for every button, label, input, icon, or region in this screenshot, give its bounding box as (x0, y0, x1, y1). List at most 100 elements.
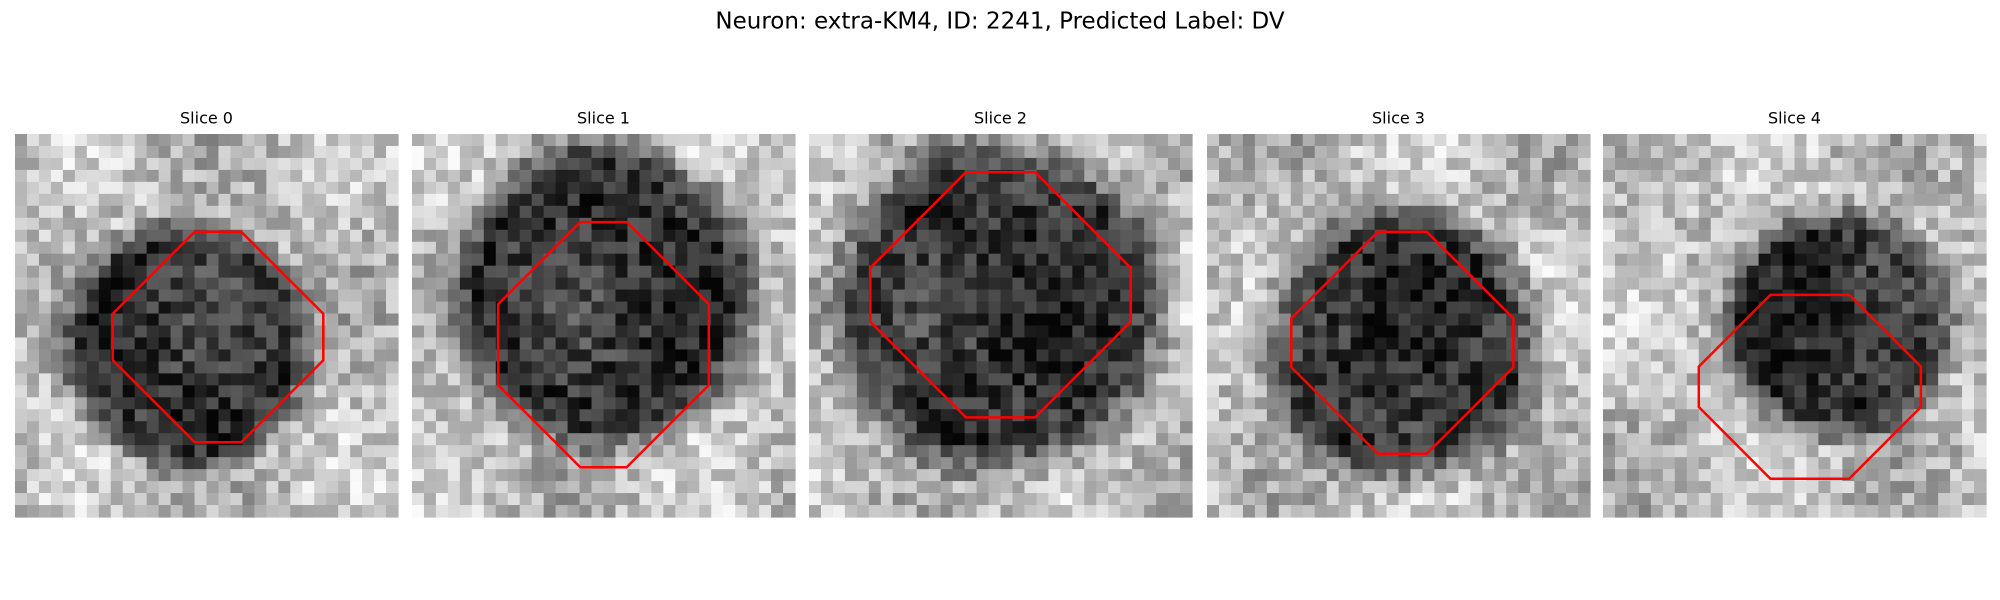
pixel (50, 145, 64, 159)
pixel (844, 325, 858, 339)
pixel (651, 349, 664, 363)
pixel (1012, 505, 1026, 518)
pixel (1048, 445, 1061, 458)
pixel (1698, 289, 1712, 303)
pixel (1350, 349, 1364, 363)
pixel (74, 229, 88, 243)
pixel (254, 145, 267, 159)
pixel (1168, 145, 1181, 159)
pixel (976, 181, 990, 195)
pixel (591, 145, 605, 159)
pixel (459, 169, 473, 183)
pixel (1120, 205, 1133, 219)
pixel (579, 433, 593, 446)
pixel (1144, 361, 1157, 374)
pixel (892, 325, 906, 339)
pixel (1638, 157, 1652, 171)
pixel (350, 397, 363, 410)
pixel (747, 205, 760, 219)
pixel (26, 145, 40, 159)
pixel (74, 241, 88, 255)
pixel (242, 469, 255, 482)
pixel (1938, 229, 1951, 243)
pixel (687, 313, 700, 327)
pixel (242, 181, 255, 195)
pixel (1422, 361, 1436, 374)
pixel (651, 469, 664, 482)
pixel (820, 337, 834, 351)
pixel (254, 373, 267, 386)
pixel (1494, 265, 1507, 279)
pixel (844, 397, 858, 410)
pixel (1578, 373, 1591, 386)
pixel (1036, 253, 1049, 267)
pixel (759, 205, 772, 219)
pixel (1566, 361, 1579, 374)
pixel (1506, 445, 1519, 458)
pixel (904, 469, 918, 482)
pixel (170, 397, 184, 410)
pixel (687, 241, 700, 255)
pixel (759, 229, 772, 243)
pixel (1698, 265, 1712, 279)
pixel (567, 301, 581, 315)
pixel (302, 265, 315, 279)
pixel (459, 433, 473, 446)
pixel (1542, 445, 1555, 458)
pixel (86, 253, 100, 267)
pixel (555, 469, 569, 482)
pixel (1180, 349, 1193, 363)
pixel (1242, 481, 1256, 494)
pixel (1350, 325, 1364, 339)
pixel (976, 229, 990, 243)
pixel (1650, 433, 1664, 446)
pixel (170, 169, 184, 183)
pixel (290, 169, 303, 183)
pixel (663, 469, 676, 482)
pixel (603, 481, 617, 494)
pixel (290, 181, 303, 195)
pixel (1072, 433, 1085, 446)
pixel (1266, 301, 1280, 315)
pixel (1326, 157, 1340, 171)
pixel (988, 361, 1002, 374)
pixel (771, 205, 784, 219)
pixel (651, 169, 664, 183)
pixel (146, 193, 160, 207)
pixel (314, 421, 327, 434)
pixel (1866, 361, 1879, 374)
pixel (302, 157, 315, 171)
pixel (567, 265, 581, 279)
pixel (62, 493, 76, 506)
pixel (1950, 145, 1963, 159)
pixel (218, 265, 232, 279)
pixel (1230, 373, 1244, 386)
pixel (26, 397, 40, 410)
pixel (543, 493, 557, 506)
pixel (1902, 169, 1915, 183)
pixel (1048, 301, 1061, 315)
pixel (1530, 493, 1543, 506)
pixel (338, 409, 351, 422)
pixel (543, 157, 557, 171)
pixel (771, 193, 784, 207)
pixel (278, 229, 291, 243)
pixel (471, 157, 485, 171)
pixel (447, 445, 461, 458)
pixel (856, 421, 870, 434)
pixel (302, 277, 315, 291)
pixel (386, 385, 399, 398)
pixel (278, 325, 291, 339)
pixel (1278, 505, 1292, 518)
pixel (928, 445, 942, 458)
pixel (1614, 397, 1628, 410)
pixel (1686, 337, 1700, 351)
pixel (1638, 205, 1652, 219)
pixel (1374, 289, 1388, 303)
pixel (675, 193, 688, 207)
pixel (50, 134, 64, 147)
pixel (519, 397, 533, 410)
pixel (86, 277, 100, 291)
pixel (1782, 205, 1796, 219)
pixel (832, 385, 846, 398)
